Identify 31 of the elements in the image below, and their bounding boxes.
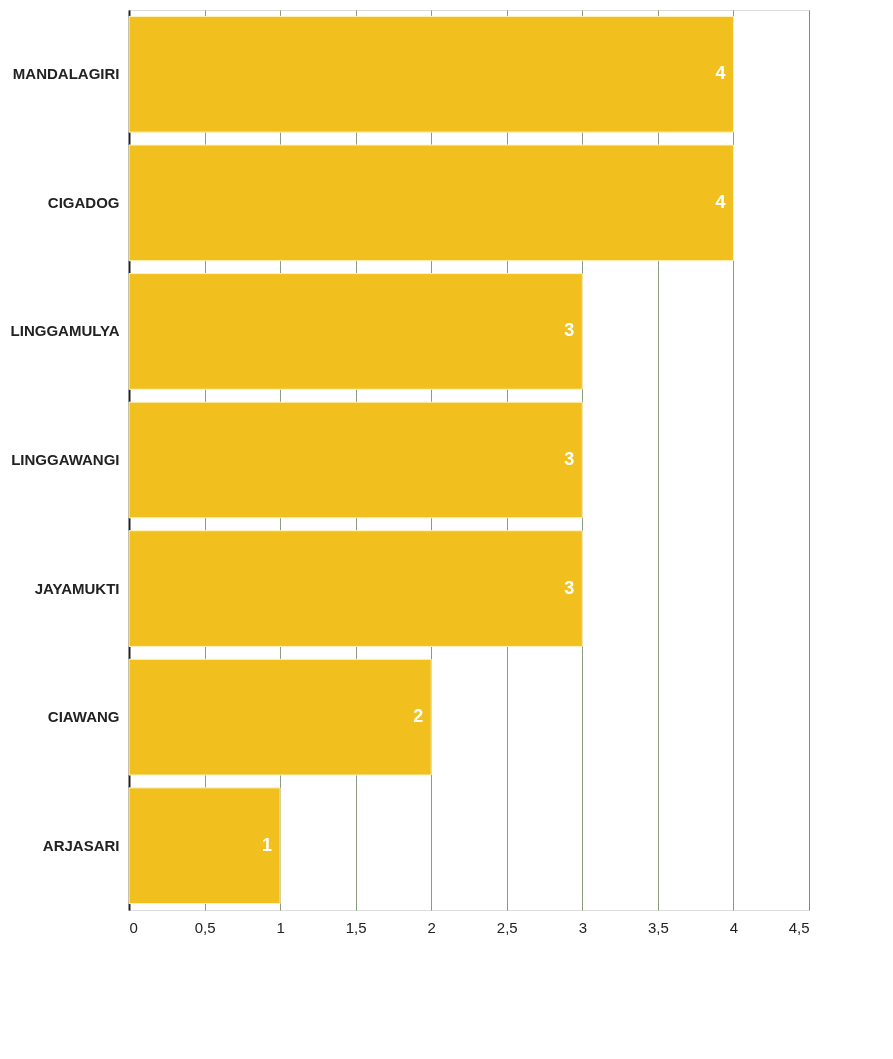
y-tick-label: MANDALAGIRI (12, 65, 120, 83)
x-tick-label: 0,5 (194, 918, 216, 936)
x-tick-label: 2 (427, 918, 436, 936)
data-label: 2 (413, 706, 424, 727)
x-tick-label: 3 (578, 918, 588, 936)
x-tick-label: 0 (129, 918, 138, 936)
y-tick-label: LINGGAMULYA (10, 322, 120, 340)
y-tick-label: JAYAMUKTI (34, 579, 120, 597)
bar (128, 401, 583, 519)
y-tick-label: ARJASARI (42, 836, 120, 854)
data-label: 4 (715, 191, 726, 212)
x-tick-label: 4,5 (788, 918, 810, 936)
y-tick-label: LINGGAWANGI (11, 451, 120, 468)
bar (128, 658, 432, 776)
data-label: 1 (262, 834, 273, 855)
x-tick-label: 3,5 (647, 918, 669, 936)
x-tick-label: 4 (729, 918, 739, 936)
bar (128, 530, 583, 647)
bar (128, 273, 583, 390)
data-label: 4 (715, 63, 726, 84)
data-label: 3 (564, 320, 575, 341)
y-tick-label: CIAWANG (47, 708, 120, 726)
x-tick-label: 1,5 (345, 918, 367, 936)
data-label: 3 (564, 577, 575, 598)
bar (128, 787, 281, 905)
y-tick-label: CIGADOG (47, 193, 120, 211)
x-tick-label: 1 (276, 918, 285, 936)
x-tick-label: 2,5 (496, 918, 518, 936)
bar (128, 144, 734, 262)
data-label: 3 (564, 449, 575, 469)
bar (128, 15, 734, 133)
